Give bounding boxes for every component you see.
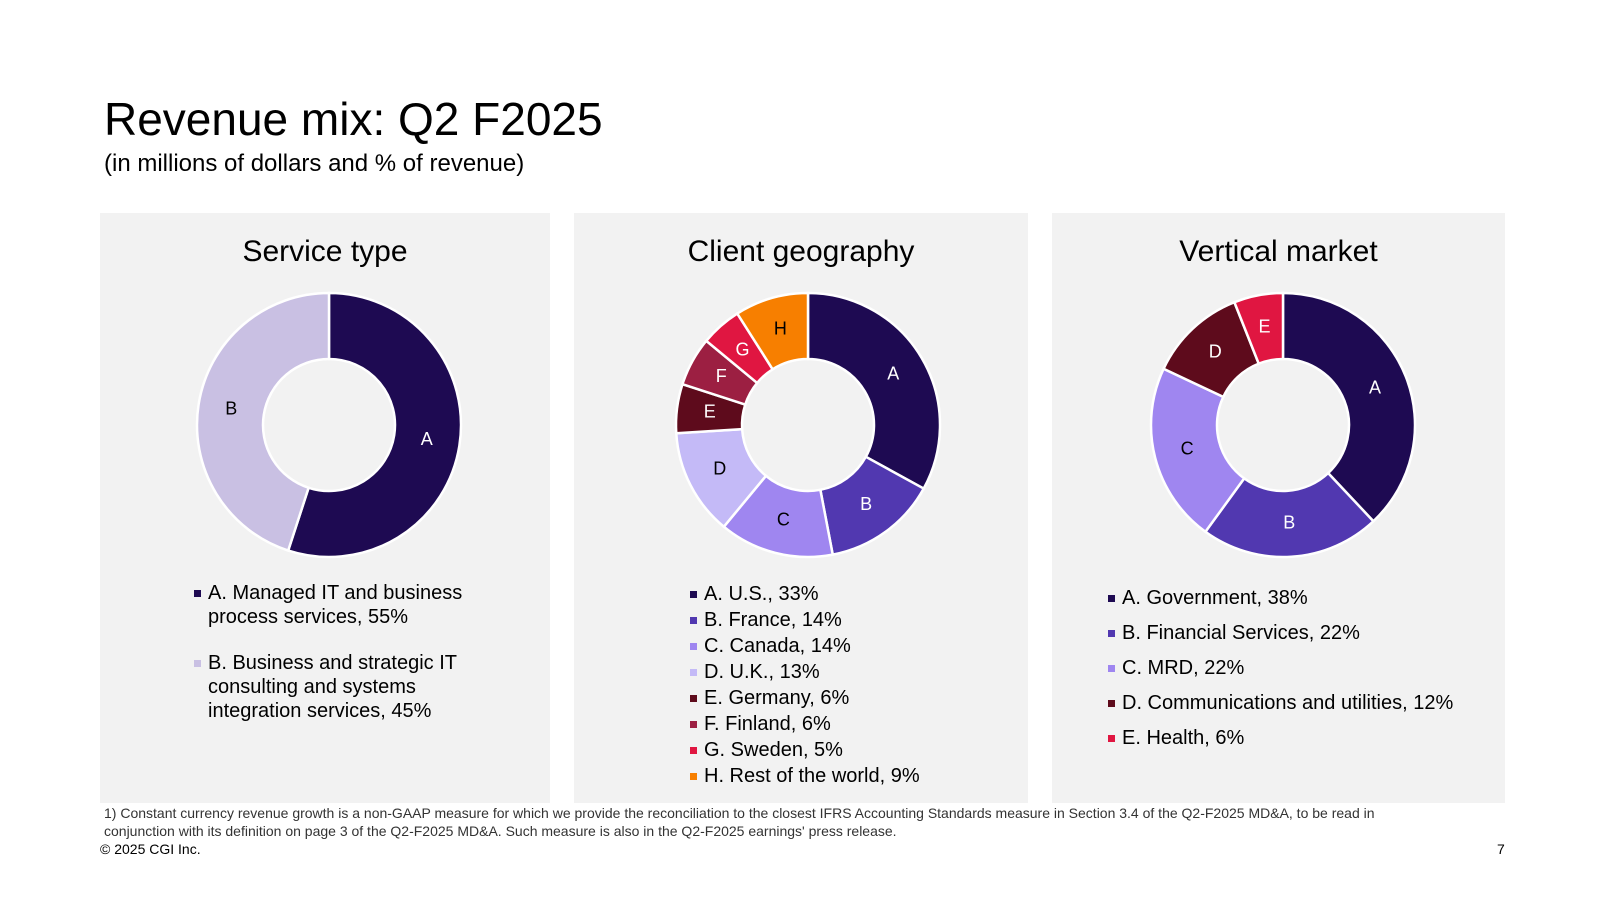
service-type-slice-b [195,291,331,553]
legend-label: E. Health, 6% [1122,727,1245,749]
footnote: 1) Constant currency revenue growth is a… [104,805,1375,839]
vertical-market-slice-label-a: A [1369,377,1381,397]
client-geography-legend-item: G. Sweden, 5% [690,738,1010,762]
client-geography-donut-chart: A B C D EFG H [674,291,942,559]
client-geography-legend-item: F. Finland, 6% [690,712,1010,736]
vertical-market-slice-c [1149,367,1246,534]
client-geography-slice-label-f: F [716,366,727,386]
vertical-market-legend-item: B. Financial Services, 22% [1108,621,1498,645]
vertical-market-slice-e [1232,291,1285,366]
legend-swatch [690,695,697,702]
vertical-market-legend-item: D. Communications and utilities, 12% [1108,691,1498,715]
client-geography-legend-item: D. U.K., 13% [690,660,1010,684]
legend-swatch [690,669,697,676]
vertical-market-legend-item: C. MRD, 22% [1108,656,1498,680]
client-geography-legend: A. U.S., 33% B. France, 14% C. Canada, 14%… [690,582,1010,788]
legend-swatch [1108,630,1115,637]
client-geography-slice-label-h: H [774,319,787,339]
vertical-market-slice-label-c: C [1181,438,1194,458]
vertical-market-panel: Vertical market A B C D E A. Government, 38%… [1052,213,1505,803]
client-geography-legend-item: E. Germany, 6% [690,686,1010,710]
client-geography-slice-label-g: G [736,339,750,359]
legend-label: C. Canada, 14% [704,635,851,657]
legend-swatch [690,617,697,624]
vertical-market-legend-item: E. Health, 6% [1108,726,1498,750]
client-geography-slice-label-d: D [713,459,726,479]
client-geography-slice-label-b: B [860,494,872,514]
legend-label: B. France, 14% [704,609,842,631]
legend-swatch [690,591,697,598]
service-type-slice-label-b: B [225,398,237,418]
vertical-market-title: Vertical market [1179,235,1378,268]
legend-label: D. Communications and utilities, 12% [1122,692,1454,714]
legend-label: D. U.K., 13% [704,661,820,683]
legend-swatch [690,643,697,650]
legend-swatch [690,773,697,780]
vertical-market-legend: A. Government, 38% B. Financial Services,… [1108,586,1498,750]
vertical-market-slice-a [1281,291,1417,523]
page-subtitle: (in millions of dollars and % of revenue… [104,150,525,177]
client-geography-slice-label-e: E [704,401,716,421]
legend-label: E. Germany, 6% [704,687,850,709]
legend-label: C. MRD, 22% [1122,657,1245,679]
service-type-legend-item: A. Managed IT and business process servi… [194,581,494,629]
legend-swatch [1108,595,1115,602]
legend-swatch [1108,700,1115,707]
service-type-title: Service type [242,235,408,268]
client-geography-legend-item: B. France, 14% [690,608,1010,632]
legend-label: F. Finland, 6% [704,713,831,735]
legend-label: A. Managed IT and business process servi… [208,582,463,628]
legend-label: B. Business and strategic IT consulting … [208,652,457,722]
vertical-market-slice-label-e: E [1258,317,1270,337]
legend-label: G. Sweden, 5% [704,739,843,761]
service-type-legend-item: B. Business and strategic IT consulting … [194,651,494,723]
service-type-slice-label-a: A [421,429,433,449]
service-type-legend: A. Managed IT and business process servi… [194,581,494,723]
vertical-market-legend-item: A. Government, 38% [1108,586,1498,610]
legend-label: A. Government, 38% [1122,587,1308,609]
service-type-donut-chart: AB [195,291,463,559]
page-title: Revenue mix: Q2 F2025 [104,93,603,145]
vertical-market-slice-label-d: D [1209,342,1222,362]
page-number: 7 [1497,841,1505,857]
legend-swatch [194,590,201,597]
service-type-slice-a [286,291,463,559]
client-geography-legend-item: H. Rest of the world, 9% [690,764,1010,788]
vertical-market-donut-chart: A B C D E [1149,291,1417,559]
client-geography-slice-h [735,291,810,371]
legend-swatch [1108,665,1115,672]
client-geography-legend-item: C. Canada, 14% [690,634,1010,658]
vertical-market-slice-b [1203,471,1376,559]
legend-swatch [690,721,697,728]
client-geography-slice-label-a: A [887,363,899,383]
client-geography-title: Client geography [687,235,915,268]
legend-swatch [194,660,201,667]
legend-swatch [690,747,697,754]
legend-label: H. Rest of the world, 9% [704,765,920,787]
client-geography-slice-a [806,291,942,491]
client-geography-legend-item: A. U.S., 33% [690,582,1010,606]
copyright: © 2025 CGI Inc. [100,841,201,857]
client-geography-slice-label-c: C [777,510,790,530]
legend-label: A. U.S., 33% [704,583,819,605]
vertical-market-slice-label-b: B [1283,513,1295,533]
legend-label: B. Financial Services, 22% [1122,622,1360,644]
legend-swatch [1108,735,1115,742]
